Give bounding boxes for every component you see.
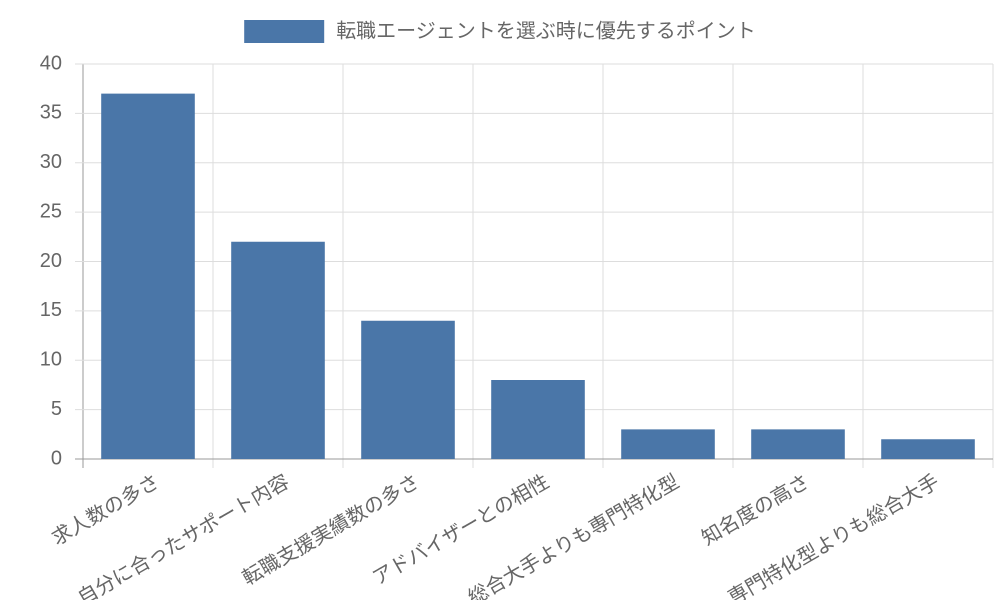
bar bbox=[101, 93, 195, 459]
legend-label: 転職エージェントを選ぶ時に優先するポイント bbox=[336, 19, 756, 42]
x-tick-label: 求人数の多さ bbox=[48, 470, 163, 550]
x-tick-label: 専門特化型よりも総合大手 bbox=[724, 470, 943, 600]
y-tick-label: 5 bbox=[51, 398, 62, 420]
x-tick-label: 知名度の高さ bbox=[698, 470, 813, 550]
y-tick-label: 40 bbox=[40, 52, 62, 74]
bar bbox=[881, 439, 975, 459]
bar bbox=[491, 380, 585, 459]
bar bbox=[361, 320, 455, 459]
x-tick-label: 総合大手よりも専門特化型 bbox=[464, 470, 683, 600]
y-tick-label: 35 bbox=[40, 102, 62, 124]
y-tick-label: 0 bbox=[51, 447, 62, 469]
bar bbox=[621, 429, 715, 459]
bar bbox=[231, 241, 325, 459]
y-tick-label: 25 bbox=[40, 200, 62, 222]
y-tick-label: 20 bbox=[40, 250, 62, 272]
y-tick-label: 10 bbox=[40, 349, 62, 371]
bar bbox=[751, 429, 845, 459]
y-tick-label: 15 bbox=[40, 299, 62, 321]
legend-swatch bbox=[244, 20, 325, 43]
y-tick-label: 30 bbox=[40, 151, 62, 173]
